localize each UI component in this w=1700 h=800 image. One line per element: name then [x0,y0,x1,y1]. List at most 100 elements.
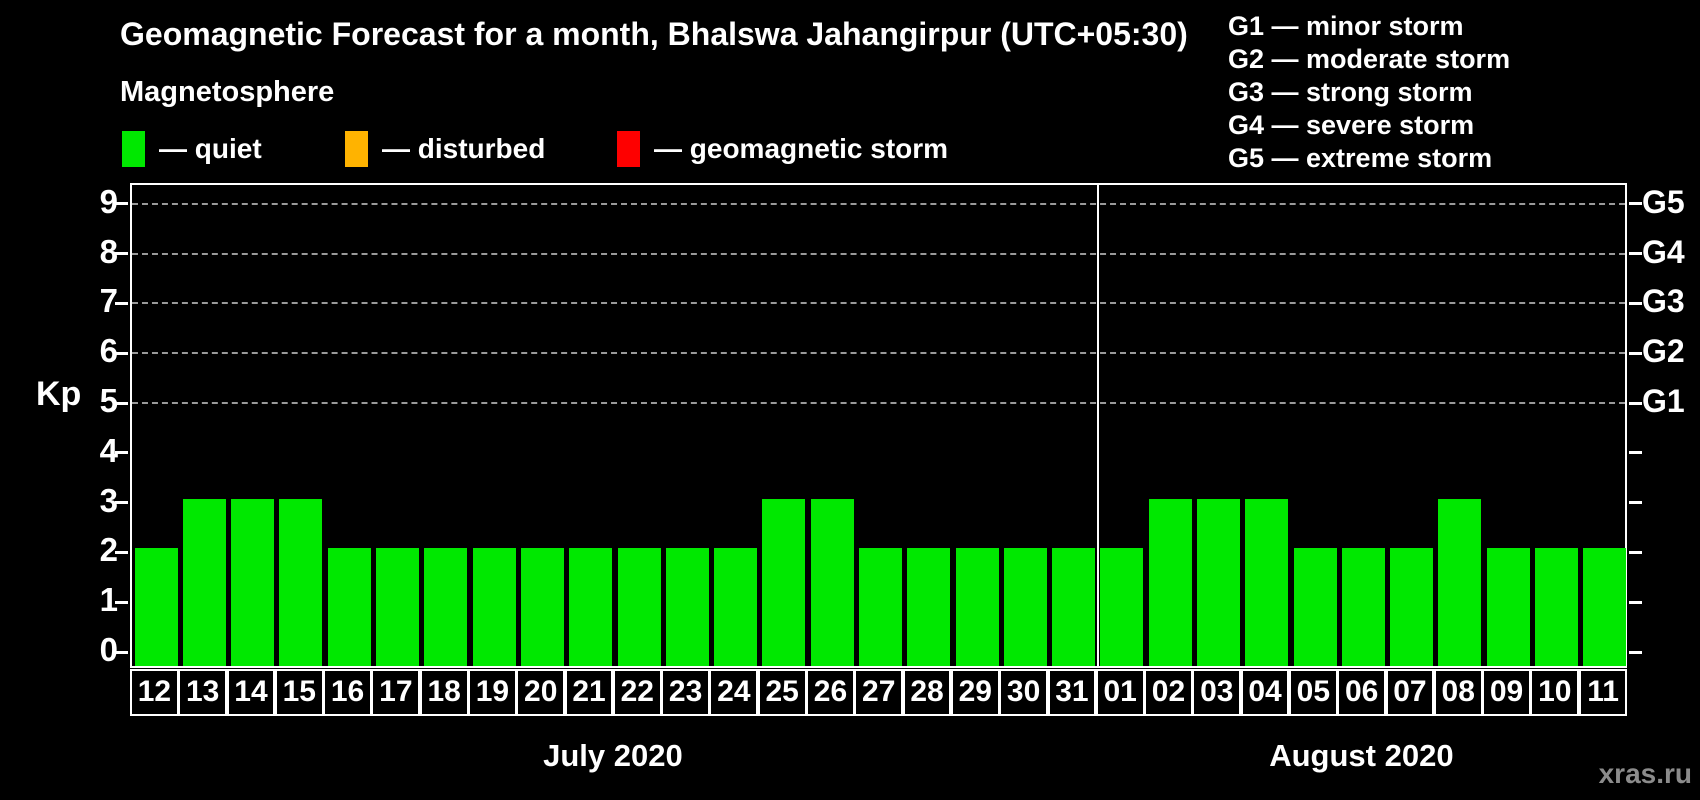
y-axis-tick-label: 9 [99,182,118,220]
kp-bar [1341,548,1385,666]
kp-bar [424,548,468,666]
day-label-cell: 20 [516,669,566,716]
kp-bar [520,548,564,666]
day-label-cell: 09 [1482,669,1531,716]
g-scale-legend: G1 — minor storm G2 — moderate storm G3 … [1228,10,1510,175]
day-label-cell: 11 [1578,669,1628,716]
y-axis-tick [1629,351,1642,355]
day-label-cell: 31 [1047,669,1097,716]
g-axis-label-g3: G3 [1642,283,1685,320]
y-axis-tick [115,351,128,355]
y-axis-tick-label: 0 [99,631,118,668]
kp-bar [1003,548,1047,666]
kp-bar [376,548,420,666]
y-axis-tick [115,202,128,206]
g-axis-label-g2: G2 [1642,333,1685,370]
kp-bar [472,548,516,666]
day-label-cell: 04 [1240,669,1290,716]
y-axis-tick-label: 6 [99,332,118,370]
legend-item-disturbed: — disturbed [345,130,545,168]
watermark: xras.ru [1598,758,1692,789]
g-axis-label-g5: G5 [1642,183,1685,220]
g-scale-item-g4: G4 — severe storm [1228,110,1475,140]
kp-bar [1245,498,1289,666]
month-separator [1096,183,1099,668]
gridline-g4 [132,252,1625,255]
quiet-color-swatch [122,131,145,167]
y-axis-tick [115,600,128,604]
day-label-cell: 26 [806,669,855,716]
day-label-cell: 12 [130,669,179,716]
y-axis-tick-label: 5 [99,382,118,419]
day-axis-row: 12 13 14 15 16 17 18 19 20 21 22 23 24 25 26 27 28 29 30 31… [130,669,1628,716]
kp-bar [1293,548,1337,666]
kp-bar [1148,498,1192,666]
day-label-cell: 30 [999,669,1048,716]
kp-bar [1100,548,1144,666]
kp-bar [1196,498,1240,666]
legend-item-label: — disturbed [382,133,546,164]
legend-item-label: — quiet [159,133,262,164]
y-axis-tick-label: 7 [99,282,118,320]
kp-bar [665,548,709,666]
kp-bar [182,498,226,666]
y-axis-tick [1629,252,1642,256]
disturbed-color-swatch [345,131,368,167]
gridline-g5 [132,202,1625,205]
day-label-cell: 24 [709,669,759,716]
magnetosphere-legend-header: Magnetosphere [120,76,335,108]
gridline-g2 [132,352,1625,355]
kp-bar [279,498,323,666]
day-label-cell: 08 [1433,669,1483,716]
kp-bar [1535,548,1579,666]
y-axis-tick [1629,451,1642,455]
kp-bar [231,498,275,666]
y-axis-tick [1629,301,1642,305]
kp-bar [1583,548,1627,666]
day-label-cell: 21 [564,669,614,716]
kp-bar [810,498,854,666]
day-label-cell: 25 [757,669,807,716]
day-label-cell: 10 [1530,669,1580,716]
kp-bar [1390,548,1434,666]
month-label: August 2020 [1269,738,1454,773]
kp-bar [1438,498,1482,666]
y-axis-tick [1629,650,1642,654]
y-axis-tick [1629,600,1642,604]
y-axis-tick-label: 4 [99,431,118,469]
day-label-cell: 06 [1337,669,1387,716]
geomagnetic-storm-color-swatch [617,131,640,167]
day-label-cell: 14 [226,669,276,716]
day-label-cell: 18 [419,669,469,716]
y-axis-tick [115,501,128,505]
y-axis-tick [1629,550,1642,554]
g-axis-label-g1: G1 [1642,383,1685,419]
legend-item-quiet: — quiet [122,130,262,168]
day-label-cell: 02 [1144,669,1193,716]
day-label-cell: 03 [1192,669,1242,716]
y-axis-tick [1629,501,1642,505]
g-scale-item-g3: G3 — strong storm [1228,77,1473,107]
y-axis-tick [115,301,128,305]
day-label-cell: 01 [1095,669,1145,716]
day-label-cell: 15 [274,669,324,716]
day-label-cell: 22 [612,669,662,716]
y-axis-tick-label: 8 [99,232,118,270]
kp-bar [858,548,902,666]
legend-item-geomagnetic-storm: — geomagnetic storm [617,130,948,168]
day-label-cell: 29 [950,669,1000,716]
y-axis-tick-label: 2 [99,531,118,569]
kp-bar [1486,548,1530,666]
gridline-g3 [132,302,1625,305]
month-label: July 2020 [543,738,683,773]
y-axis-tick-labels: 0 1 2 3 4 5 6 7 8 9 [0,183,118,668]
legend-item-label: — geomagnetic storm [654,133,949,164]
day-label-cell: 05 [1288,669,1338,716]
g-scale-item-g5: G5 — extreme storm [1228,143,1493,173]
kp-bar [569,548,613,666]
kp-axis-label: Kp [36,375,82,413]
day-label-cell: 17 [371,669,421,716]
g-axis-labels: G1 G2 G3 G4 G5 [1642,183,1700,668]
y-axis-tick [115,451,128,455]
